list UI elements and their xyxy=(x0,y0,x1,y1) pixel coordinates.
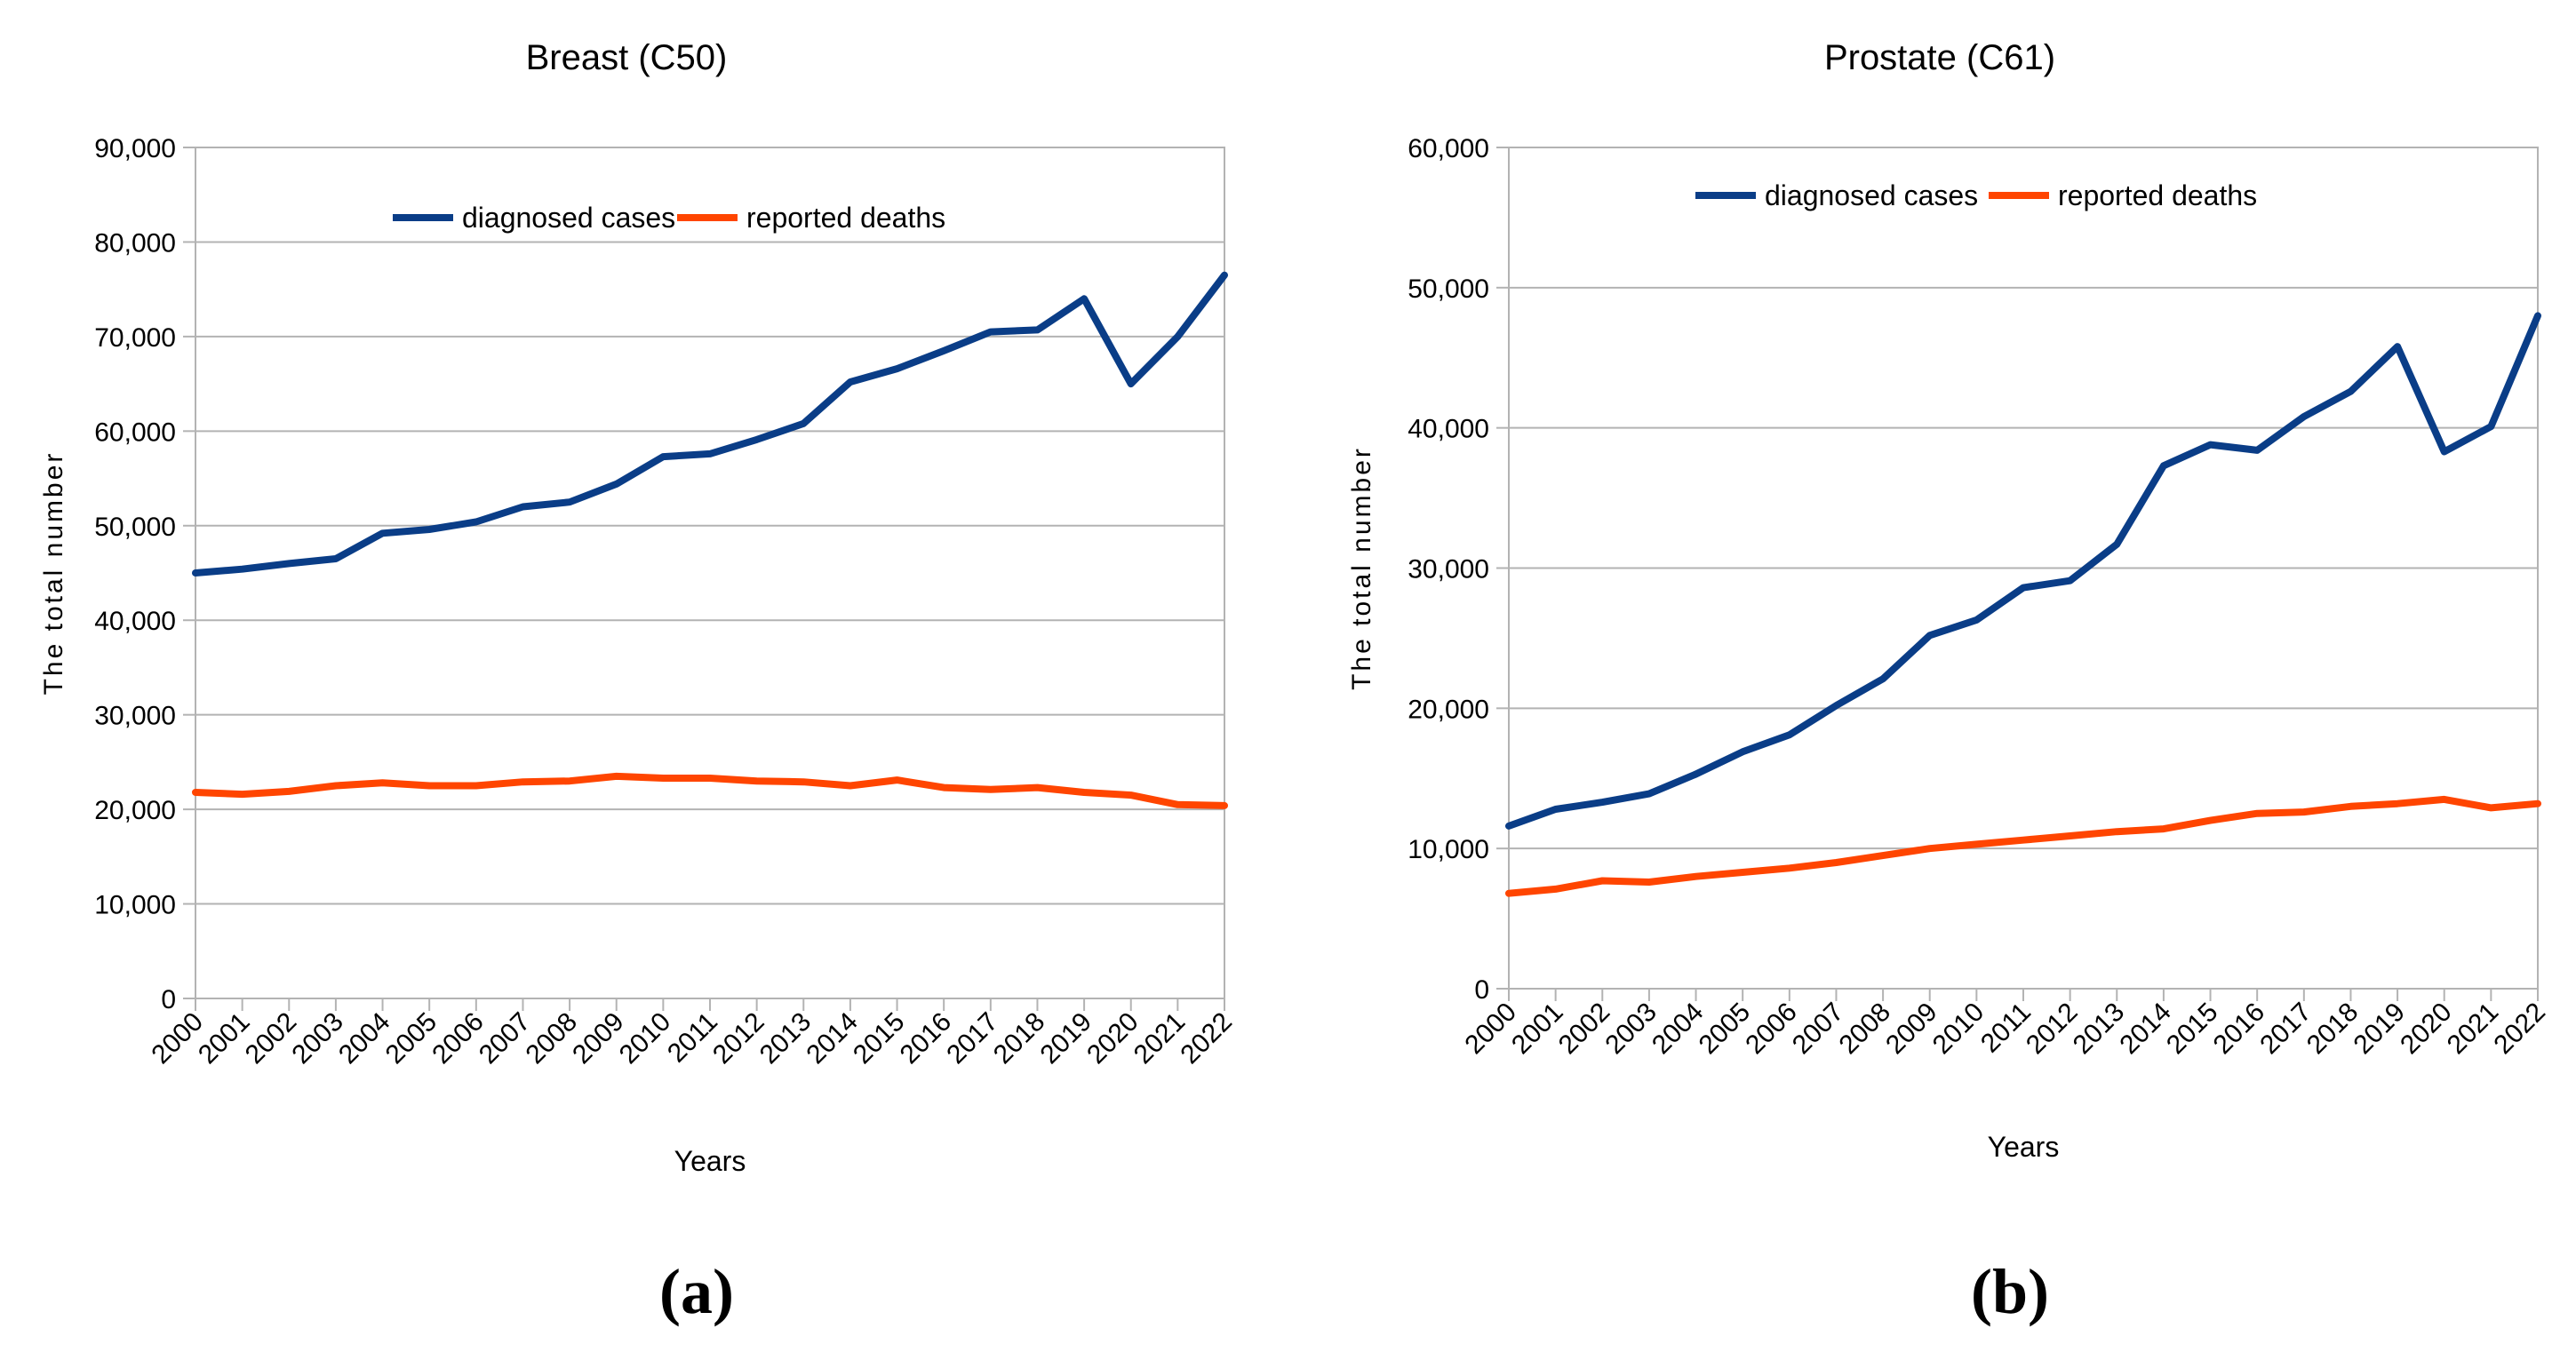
x-axis-label: Years xyxy=(1988,1131,2060,1163)
y-tick-label: 70,000 xyxy=(94,323,176,353)
y-tick-label: 30,000 xyxy=(94,702,176,731)
y-tick-label: 60,000 xyxy=(1408,134,1489,163)
y-axis-label: The total number xyxy=(39,451,68,696)
y-tick-label: 40,000 xyxy=(94,607,176,636)
legend-label-reported-deaths: reported deaths xyxy=(2058,179,2257,211)
series-line-diagnosed-cases xyxy=(192,271,1228,577)
y-tick-label: 0 xyxy=(1474,975,1489,1005)
y-tick-label: 80,000 xyxy=(94,228,176,258)
y-tick-label: 50,000 xyxy=(1408,274,1489,304)
legend-label-diagnosed-cases: diagnosed cases xyxy=(462,202,675,234)
y-tick-label: 20,000 xyxy=(1408,695,1489,724)
x-axis-label: Years xyxy=(674,1145,746,1177)
y-tick-label: 40,000 xyxy=(1408,415,1489,444)
y-tick-label: 30,000 xyxy=(1408,555,1489,585)
y-tick-label: 10,000 xyxy=(1408,835,1489,864)
panel-label: (a) xyxy=(659,1256,734,1327)
legend-label-diagnosed-cases: diagnosed cases xyxy=(1765,179,1978,211)
y-tick-label: 50,000 xyxy=(94,513,176,542)
y-tick-label: 60,000 xyxy=(94,418,176,447)
y-axis-label: The total number xyxy=(1347,446,1376,690)
series-line-reported-deaths xyxy=(192,772,1228,809)
legend-label-reported-deaths: reported deaths xyxy=(746,202,945,234)
y-tick-label: 20,000 xyxy=(94,796,176,825)
series-line-diagnosed-cases xyxy=(1505,312,2541,830)
series-line-reported-deaths xyxy=(1505,795,2541,897)
y-tick-label: 0 xyxy=(161,985,176,1014)
chart-title: Breast (C50) xyxy=(526,38,728,77)
y-tick-label: 90,000 xyxy=(94,134,176,163)
chart-title: Prostate (C61) xyxy=(1824,38,2055,77)
y-tick-label: 10,000 xyxy=(94,891,176,920)
panel-label: (b) xyxy=(1971,1256,2049,1327)
